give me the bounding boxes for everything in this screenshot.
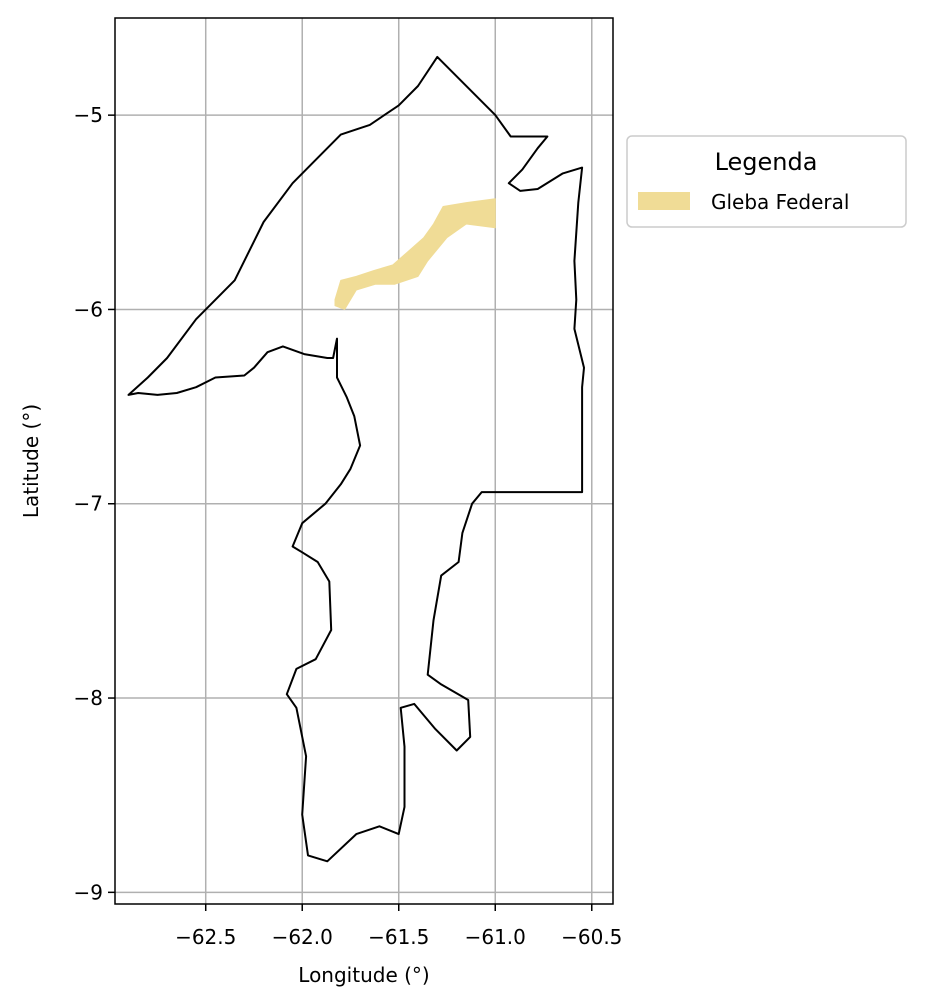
y-tick-label: −8 <box>74 686 103 710</box>
legend-swatch-gleba-federal <box>638 192 690 210</box>
map-data <box>127 55 585 863</box>
x-tick-label: −61.5 <box>368 925 429 949</box>
legend: Legenda Gleba Federal <box>626 135 907 228</box>
x-tick-label: −61.0 <box>465 925 526 949</box>
x-tick-label: −62.5 <box>175 925 236 949</box>
municipality-boundary <box>127 55 585 863</box>
x-axis-label: Longitude (°) <box>298 963 429 987</box>
grid-lines <box>115 18 613 904</box>
legend-label-gleba-federal: Gleba Federal <box>711 190 849 214</box>
axes <box>108 17 614 911</box>
y-tick-label: −5 <box>74 103 103 127</box>
gleba-federal-polygon <box>334 198 496 310</box>
x-tick-label: −62.0 <box>272 925 333 949</box>
legend-box <box>626 135 907 228</box>
y-tick-label: −6 <box>74 297 103 321</box>
y-tick-label: −7 <box>74 492 103 516</box>
legend-title: Legenda <box>715 148 818 176</box>
x-tick-label: −60.5 <box>561 925 622 949</box>
tick-labels: −62.5 −62.0 −61.5 −61.0 −60.5 −5 −6 −7 −8 −9 <box>74 103 623 949</box>
axes-frame <box>114 17 614 905</box>
y-axis-label: Latitude (°) <box>19 404 43 518</box>
y-tick-label: −9 <box>74 880 103 904</box>
